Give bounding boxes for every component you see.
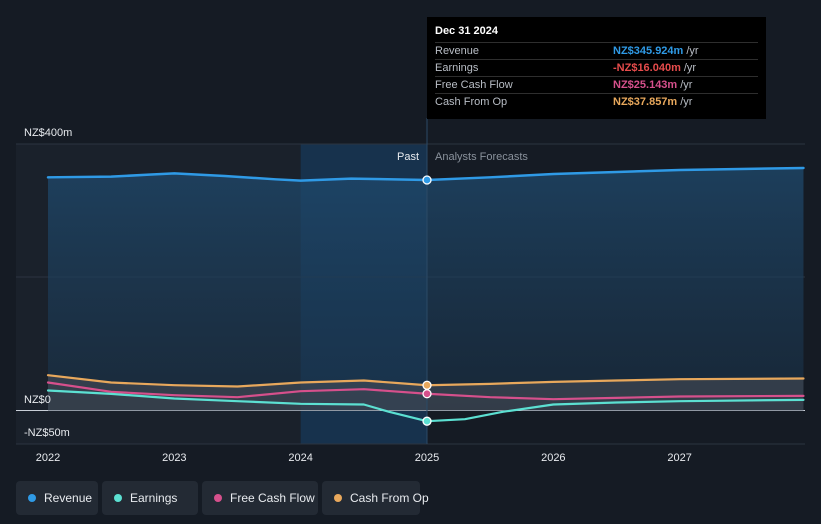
tooltip-row-value: NZ$37.857m/yr — [613, 96, 693, 108]
tooltip-row-value: NZ$25.143m/yr — [613, 79, 693, 91]
past-label: Past — [397, 151, 419, 163]
revenue-line — [46, 166, 805, 182]
tooltip-row-value: NZ$345.924m/yr — [613, 45, 699, 57]
legend-label: Revenue — [44, 491, 93, 505]
tooltip-row-cash-from-op: Cash From Op NZ$37.857m/yr — [435, 93, 758, 111]
tooltip-row-earnings: Earnings -NZ$16.040m/yr — [435, 59, 758, 77]
y-label-bottom: -NZ$50m — [24, 427, 70, 439]
x-tick-label: 2027 — [667, 452, 691, 464]
legend-dot-icon — [214, 494, 222, 502]
legend-item-revenue[interactable]: Revenue — [16, 481, 98, 515]
legend-label: Free Cash Flow — [230, 491, 315, 505]
area-fills — [48, 167, 804, 411]
legend-item-earnings[interactable]: Earnings — [102, 481, 198, 515]
tooltip-row-revenue: Revenue NZ$345.924m/yr — [435, 42, 758, 60]
series-lines — [46, 166, 805, 423]
tooltip-row-value: -NZ$16.040m/yr — [613, 62, 697, 74]
x-tick-label: 2022 — [36, 452, 60, 464]
cash-from-op-line — [46, 374, 805, 388]
revenue-marker — [422, 175, 432, 185]
earnings-line — [46, 389, 805, 423]
legend-dot-icon — [334, 494, 342, 502]
legend-label: Cash From Op — [350, 491, 429, 505]
axis-labels: NZ$400m NZ$0 -NZ$50m Past Analysts Forec… — [24, 127, 528, 439]
revenue-area — [48, 167, 804, 411]
y-label-zero: NZ$0 — [24, 394, 51, 406]
earnings-marker — [422, 416, 432, 426]
free-cash-flow-marker — [422, 389, 432, 399]
tooltip-row-label: Cash From Op — [435, 96, 508, 108]
x-tick-label: 2024 — [288, 452, 312, 464]
x-tick-label: 2025 — [415, 452, 439, 464]
legend-dot-icon — [114, 494, 122, 502]
tooltip-date: Dec 31 2024 — [435, 25, 498, 37]
forecast-label: Analysts Forecasts — [435, 151, 528, 163]
free-cash-flow-line — [46, 381, 805, 401]
y-label-top: NZ$400m — [24, 127, 72, 139]
tooltip: Dec 31 2024 Revenue NZ$345.924m/yr Earni… — [427, 17, 766, 119]
hover-markers — [422, 175, 432, 426]
tooltip-row-label: Earnings — [435, 62, 479, 74]
legend-item-free-cash-flow[interactable]: Free Cash Flow — [202, 481, 318, 515]
x-axis-ticks: 2022 2023 2024 2025 2026 2027 — [36, 452, 692, 464]
tooltip-row-free-cash-flow: Free Cash Flow NZ$25.143m/yr — [435, 76, 758, 94]
legend-item-cash-from-op[interactable]: Cash From Op — [322, 481, 429, 515]
cash-from-op-marker — [422, 380, 432, 390]
tooltip-row-label: Revenue — [435, 45, 480, 57]
legend-label: Earnings — [130, 491, 178, 505]
tooltip-row-label: Free Cash Flow — [435, 79, 513, 91]
x-tick-label: 2026 — [541, 452, 565, 464]
legend-dot-icon — [28, 494, 36, 502]
x-tick-label: 2023 — [162, 452, 186, 464]
